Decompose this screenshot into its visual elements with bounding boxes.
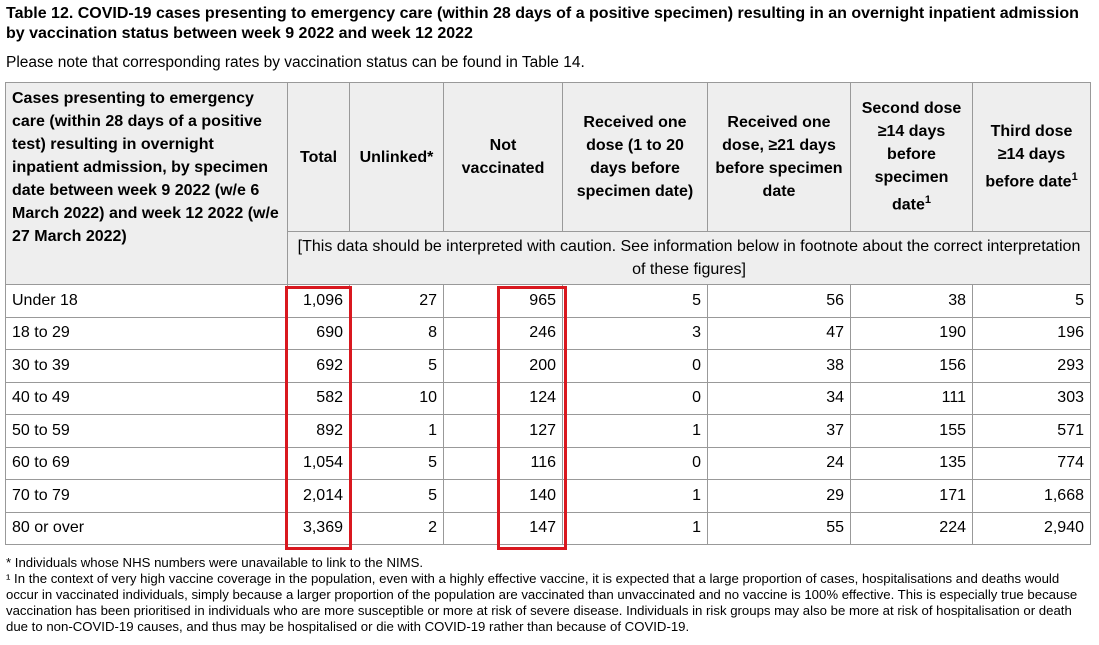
cell: 582 xyxy=(287,381,350,415)
cell: 5 xyxy=(349,479,444,513)
header-text: Second dose ≥14 days before specimen dat… xyxy=(861,100,962,214)
cell: 111 xyxy=(850,381,973,415)
row-label: 80 or over xyxy=(5,511,288,545)
cell: 3 xyxy=(562,316,708,350)
caution-note: [This data should be interpreted with ca… xyxy=(287,231,1091,285)
header-text: Third dose ≥14 days before date xyxy=(985,123,1073,191)
row-label: 18 to 29 xyxy=(5,316,288,350)
cell: 37 xyxy=(707,414,851,448)
row-label: 50 to 59 xyxy=(5,414,288,448)
cell: 10 xyxy=(349,381,444,415)
data-table: Cases presenting to emergency care (with… xyxy=(5,82,1091,545)
highlight-box xyxy=(285,286,352,550)
row-label: 60 to 69 xyxy=(5,446,288,480)
table-title: Table 12. COVID-19 cases presenting to e… xyxy=(6,5,1079,42)
cell: 690 xyxy=(287,316,350,350)
cell: 0 xyxy=(562,349,708,383)
column-header: Received one dose (1 to 20 days before s… xyxy=(562,82,708,232)
cell: 692 xyxy=(287,349,350,383)
cell: 38 xyxy=(707,349,851,383)
note: Please note that corresponding rates by … xyxy=(6,54,585,71)
row-label: 40 to 49 xyxy=(5,381,288,415)
cell: 1,668 xyxy=(972,479,1091,513)
row-label: 30 to 39 xyxy=(5,349,288,383)
cell: 1,096 xyxy=(287,284,350,318)
cell: 224 xyxy=(850,511,973,545)
cell: 571 xyxy=(972,414,1091,448)
cell: 47 xyxy=(707,316,851,350)
cell: 1 xyxy=(349,414,444,448)
cell: 5 xyxy=(349,349,444,383)
cell: 196 xyxy=(972,316,1091,350)
column-header: Unlinked* xyxy=(349,82,444,232)
cell: 2 xyxy=(349,511,444,545)
footnote: * Individuals whose NHS numbers were una… xyxy=(6,555,424,570)
cell: 5 xyxy=(349,446,444,480)
column-header: Total xyxy=(287,82,350,232)
cell: 155 xyxy=(850,414,973,448)
column-header: Not vaccinated xyxy=(443,82,563,232)
data-row: 40 to 49 582 10 124 0 34 111 303 xyxy=(5,381,1091,415)
cell: 0 xyxy=(562,381,708,415)
cell: 27 xyxy=(349,284,444,318)
row-label: Under 18 xyxy=(5,284,288,318)
cell: 34 xyxy=(707,381,851,415)
footnote: ¹ In the context of very high vaccine co… xyxy=(6,571,1078,634)
cell: 1 xyxy=(562,414,708,448)
cell: 127 xyxy=(443,414,563,448)
data-row: Under 18 1,096 27 965 5 56 38 5 xyxy=(5,284,1091,318)
cell: 774 xyxy=(972,446,1091,480)
data-row: 70 to 79 2,014 5 140 1 29 171 1,668 xyxy=(5,479,1091,513)
cell: 8 xyxy=(349,316,444,350)
data-row: 80 or over 3,369 2 147 1 55 224 2,940 xyxy=(5,511,1091,545)
caution-row: [This data should be interpreted with ca… xyxy=(6,231,1091,285)
cell: 147 xyxy=(443,511,563,545)
cell: 2,940 xyxy=(972,511,1091,545)
cell: 56 xyxy=(707,284,851,318)
row-label: 70 to 79 xyxy=(5,479,288,513)
cell: 156 xyxy=(850,349,973,383)
cell: 116 xyxy=(443,446,563,480)
column-header: Third dose ≥14 days before date1 xyxy=(972,82,1091,232)
column-header: Cases presenting to emergency care (with… xyxy=(5,82,288,285)
data-row: 60 to 69 1,054 5 116 0 24 135 774 xyxy=(5,446,1091,480)
cell: 1 xyxy=(562,511,708,545)
cell: 135 xyxy=(850,446,973,480)
column-header: Received one dose, ≥21 days before speci… xyxy=(707,82,851,232)
header-superscript: 1 xyxy=(1071,171,1078,184)
cell: 190 xyxy=(850,316,973,350)
cell: 38 xyxy=(850,284,973,318)
cell: 5 xyxy=(972,284,1091,318)
cell: 303 xyxy=(972,381,1091,415)
cell: 55 xyxy=(707,511,851,545)
cell: 29 xyxy=(707,479,851,513)
cell: 0 xyxy=(562,446,708,480)
cell: 5 xyxy=(562,284,708,318)
cell: 293 xyxy=(972,349,1091,383)
header-superscript: 1 xyxy=(924,194,932,207)
cell: 3,369 xyxy=(287,511,350,545)
highlight-box xyxy=(497,286,567,550)
cell: 1 xyxy=(562,479,708,513)
cell: 24 xyxy=(707,446,851,480)
column-header: Second dose ≥14 days before specimen dat… xyxy=(850,82,973,232)
cell: 171 xyxy=(850,479,973,513)
cell: 140 xyxy=(443,479,563,513)
footnotes: * Individuals whose NHS numbers were una… xyxy=(6,555,1093,635)
header-row: Cases presenting to emergency care (with… xyxy=(5,82,1091,285)
